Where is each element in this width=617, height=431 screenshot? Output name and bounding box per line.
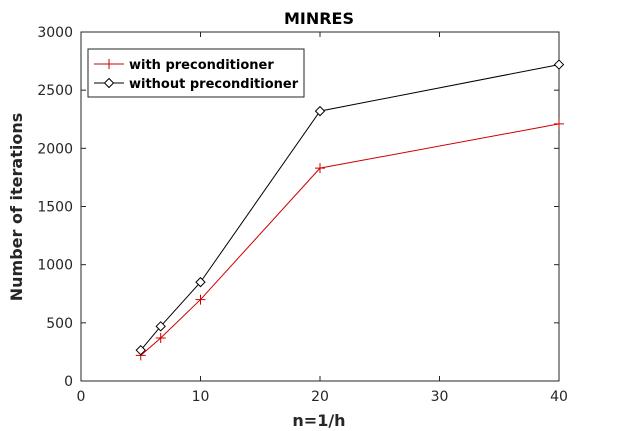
y-tick-label-1: 500 [46,316,73,332]
series-1-point-3 [314,105,326,117]
series-0-point-3 [315,163,325,174]
y-tick-label-3: 1500 [37,200,73,216]
series-1-point-4 [553,59,565,70]
y-axis-label: Number of iterations [7,113,26,301]
series-0-point-1 [155,332,166,343]
legend-box [87,48,305,98]
x-tick-label-0: 0 [77,389,86,405]
legend-marker-1 [103,77,115,89]
x-axis-label: n=1/h [292,411,345,430]
x-tick-label-4: 40 [550,389,568,405]
axes: 0 10 20 30 40 0 500 1000 1500 2000 2500 3000 [37,25,568,405]
series-1-point-0 [135,344,146,356]
series-0 [135,118,564,361]
y-tick-label-0: 0 [64,374,73,390]
series-0-point-2 [195,294,206,305]
series-1-point-1 [155,321,166,332]
series-layer [135,59,565,361]
y-tick-label-4: 2000 [37,141,73,157]
x-tick-label-3: 30 [431,389,449,405]
series-1-point-2 [195,276,206,288]
legend: with preconditioner without preconditione… [87,48,305,98]
chart-title: MINRES [284,9,354,28]
x-tick-label-2: 20 [311,389,329,405]
y-tick-label-6: 3000 [37,25,73,41]
series-1 [135,59,565,356]
legend-marker-0 [104,59,114,69]
legend-label-1: without preconditioner [129,77,299,92]
y-tick-label-5: 2500 [37,83,73,99]
legend-label-0: with preconditioner [129,58,274,73]
series-0-point-4 [554,118,564,129]
x-tick-label-1: 10 [192,389,210,405]
y-tick-label-2: 1000 [37,258,73,274]
